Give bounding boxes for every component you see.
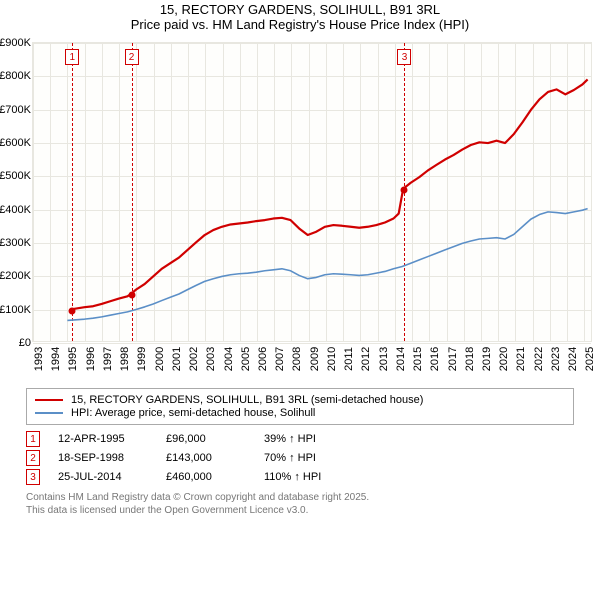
x-tick-label: 1998 [119, 347, 131, 371]
x-tick-label: 2017 [447, 347, 459, 371]
x-tick-label: 2020 [498, 347, 510, 371]
y-tick-label: £200K [0, 270, 33, 282]
sales-price: £460,000 [166, 471, 246, 483]
sales-date: 25-JUL-2014 [58, 471, 148, 483]
x-tick-label: 2014 [395, 347, 407, 371]
x-tick-label: 2005 [240, 347, 252, 371]
legend-swatch [35, 412, 63, 414]
y-tick-label: £0 [19, 337, 33, 349]
x-tick-label: 2023 [550, 347, 562, 371]
x-tick-label: 1996 [85, 347, 97, 371]
sales-marker: 1 [26, 431, 40, 447]
title-subtitle: Price paid vs. HM Land Registry's House … [0, 17, 600, 32]
x-tick-label: 2021 [515, 347, 527, 371]
x-tick-label: 2025 [584, 347, 596, 371]
title-address: 15, RECTORY GARDENS, SOLIHULL, B91 3RL [0, 2, 600, 17]
x-tick-label: 2013 [378, 347, 390, 371]
y-tick-label: £700K [0, 104, 33, 116]
x-tick-label: 2009 [309, 347, 321, 371]
sales-price: £96,000 [166, 433, 246, 445]
x-tick-label: 2011 [343, 347, 355, 371]
sale-dot [69, 308, 76, 315]
legend: 15, RECTORY GARDENS, SOLIHULL, B91 3RL (… [26, 388, 574, 425]
x-tick-label: 2012 [360, 347, 372, 371]
legend-label: HPI: Average price, semi-detached house,… [71, 407, 315, 419]
x-tick-label: 2010 [326, 347, 338, 371]
legend-label: 15, RECTORY GARDENS, SOLIHULL, B91 3RL (… [71, 394, 423, 406]
sales-hpi: 110% ↑ HPI [264, 471, 364, 483]
y-tick-label: £300K [0, 237, 33, 249]
x-tick-label: 1993 [33, 347, 45, 371]
x-tick-label: 2008 [291, 347, 303, 371]
x-tick-label: 2022 [533, 347, 545, 371]
sales-date: 18-SEP-1998 [58, 452, 148, 464]
x-tick-label: 2007 [274, 347, 286, 371]
legend-swatch [35, 399, 63, 401]
legend-item: HPI: Average price, semi-detached house,… [35, 407, 565, 419]
x-tick-label: 1999 [136, 347, 148, 371]
y-tick-label: £500K [0, 170, 33, 182]
x-tick-label: 2016 [429, 347, 441, 371]
sales-marker: 2 [26, 450, 40, 466]
sales-row: 3 25-JUL-2014 £460,000 110% ↑ HPI [26, 469, 574, 485]
footer-line: Contains HM Land Registry data © Crown c… [26, 491, 574, 504]
plot-area: £0£100K£200K£300K£400K£500K£600K£700K£80… [32, 42, 592, 342]
sale-dot [128, 292, 135, 299]
x-tick-label: 2019 [481, 347, 493, 371]
x-tick-label: 2024 [567, 347, 579, 371]
x-tick-label: 2004 [223, 347, 235, 371]
x-tick-label: 1995 [67, 347, 79, 371]
sales-date: 12-APR-1995 [58, 433, 148, 445]
sales-hpi: 39% ↑ HPI [264, 433, 364, 445]
sales-table: 1 12-APR-1995 £96,000 39% ↑ HPI 2 18-SEP-1998… [26, 431, 574, 485]
x-tick-label: 2000 [154, 347, 166, 371]
y-tick-label: £600K [0, 137, 33, 149]
y-tick-label: £100K [0, 304, 33, 316]
x-tick-label: 1994 [50, 347, 62, 371]
sale-dot [401, 186, 408, 193]
chart-container: 15, RECTORY GARDENS, SOLIHULL, B91 3RL P… [0, 0, 600, 38]
title-block: 15, RECTORY GARDENS, SOLIHULL, B91 3RL P… [0, 0, 600, 38]
sales-row: 2 18-SEP-1998 £143,000 70% ↑ HPI [26, 450, 574, 466]
y-tick-label: £900K [0, 37, 33, 49]
y-tick-label: £400K [0, 204, 33, 216]
x-tick-label: 1997 [102, 347, 114, 371]
sales-marker: 3 [26, 469, 40, 485]
x-tick-label: 2002 [188, 347, 200, 371]
sales-price: £143,000 [166, 452, 246, 464]
legend-item: 15, RECTORY GARDENS, SOLIHULL, B91 3RL (… [35, 394, 565, 406]
y-tick-label: £800K [0, 70, 33, 82]
sales-row: 1 12-APR-1995 £96,000 39% ↑ HPI [26, 431, 574, 447]
x-tick-label: 2006 [257, 347, 269, 371]
sales-hpi: 70% ↑ HPI [264, 452, 364, 464]
x-tick-label: 2003 [205, 347, 217, 371]
footer: Contains HM Land Registry data © Crown c… [26, 491, 574, 517]
x-tick-label: 2001 [171, 347, 183, 371]
footer-line: This data is licensed under the Open Gov… [26, 504, 574, 517]
x-tick-label: 2015 [412, 347, 424, 371]
x-tick-label: 2018 [464, 347, 476, 371]
